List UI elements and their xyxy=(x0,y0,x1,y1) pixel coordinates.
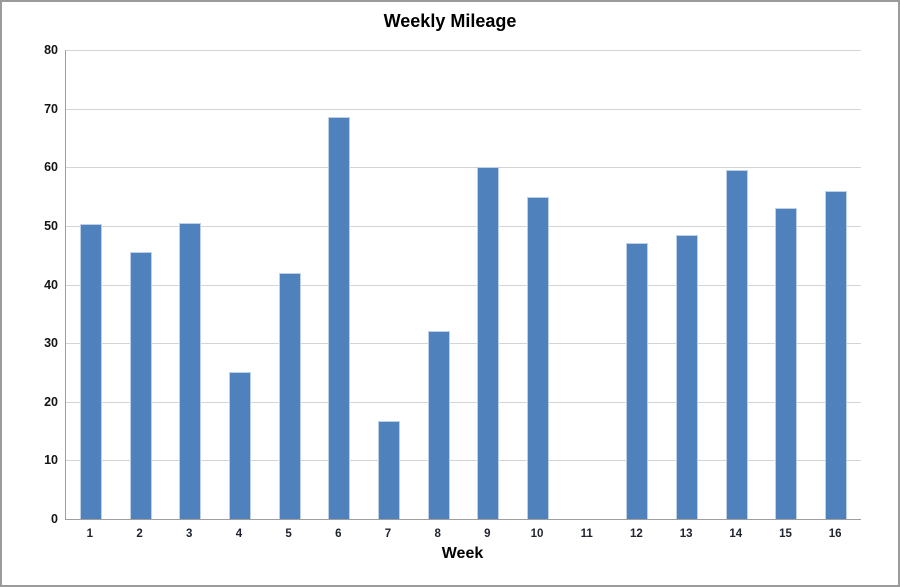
x-axis-tick-label: 3 xyxy=(186,528,193,540)
bar xyxy=(377,420,400,519)
bar xyxy=(725,170,748,519)
bar xyxy=(676,234,699,519)
gridline xyxy=(66,167,861,169)
bar xyxy=(228,372,251,519)
y-axis-tick-label: 20 xyxy=(44,394,58,409)
y-axis-tick-label: 60 xyxy=(44,160,58,175)
gridline xyxy=(66,284,861,286)
bar xyxy=(825,190,848,519)
x-axis-tick-label: 1 xyxy=(86,528,94,540)
x-axis-tick-label: 13 xyxy=(679,528,693,540)
bar xyxy=(775,208,798,519)
gridline xyxy=(66,50,861,51)
x-axis-tick-label: 12 xyxy=(630,528,643,540)
plot-area xyxy=(65,50,861,520)
x-axis-tick-label: 2 xyxy=(136,528,143,540)
x-axis-tick-label: 6 xyxy=(335,528,342,540)
bar xyxy=(129,252,152,519)
bar xyxy=(278,272,301,519)
x-axis-tick-label: 4 xyxy=(235,528,243,540)
gridline xyxy=(66,343,861,345)
y-axis-tick-label: 30 xyxy=(44,336,58,351)
x-axis-tick-label: 7 xyxy=(384,528,392,540)
y-axis-tick-label: 70 xyxy=(44,101,58,116)
x-axis-tick-label: 8 xyxy=(434,528,441,540)
y-axis-tick-label: 50 xyxy=(44,218,58,233)
bar xyxy=(477,167,500,519)
bar xyxy=(328,117,351,519)
bar xyxy=(626,243,649,519)
y-axis-tick-label: 0 xyxy=(51,512,58,526)
gridline xyxy=(66,108,861,110)
bar xyxy=(427,331,450,519)
x-axis-title: Week xyxy=(441,545,484,562)
bar xyxy=(527,196,550,519)
bar xyxy=(79,224,102,519)
x-axis-tick-label: 9 xyxy=(484,528,491,540)
gridline xyxy=(66,401,861,403)
y-axis-tick-label: 40 xyxy=(44,277,58,292)
gridline xyxy=(66,460,861,462)
y-axis-tick-label: 80 xyxy=(44,43,58,57)
x-axis-tick-label: 14 xyxy=(729,528,743,540)
x-axis-tick-label: 15 xyxy=(779,528,792,540)
x-axis-tick-label: 5 xyxy=(285,528,292,540)
x-axis-tick-label: 16 xyxy=(828,528,842,540)
x-axis-tick-label: 11 xyxy=(580,528,593,540)
gridline xyxy=(66,225,861,227)
x-axis-tick-label: 10 xyxy=(530,528,544,540)
y-axis-tick-label: 10 xyxy=(44,453,58,468)
chart-title: Weekly Mileage xyxy=(383,11,517,31)
bar xyxy=(179,222,202,519)
